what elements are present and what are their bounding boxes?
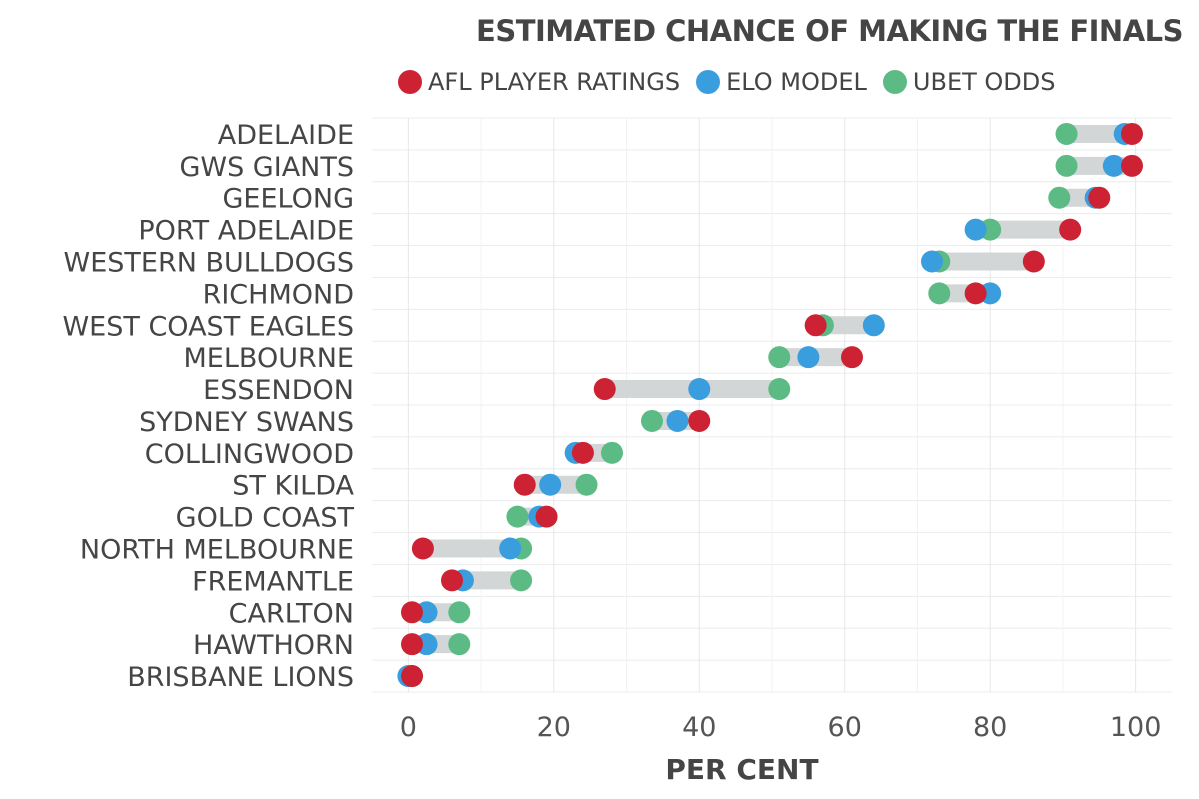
point-afl-player-ratings-north-melbourne xyxy=(411,537,434,560)
category-label: RICHMOND xyxy=(203,279,354,310)
point-ubet-odds-carlton xyxy=(448,601,471,624)
category-label: NORTH MELBOURNE xyxy=(80,535,354,566)
legend-item-elo-model: ELO MODEL xyxy=(696,68,867,96)
category-label: SYDNEY SWANS xyxy=(139,407,354,438)
x-tick-label: 80 xyxy=(973,712,1007,743)
category-label: GEELONG xyxy=(223,184,355,215)
point-ubet-odds-gold-coast xyxy=(506,505,529,528)
point-afl-player-ratings-carlton xyxy=(401,601,423,624)
point-afl-player-ratings-gold-coast xyxy=(535,505,558,528)
category-label: PORT ADELAIDE xyxy=(138,216,354,247)
chart-title: ESTIMATED CHANCE OF MAKING THE FINALS xyxy=(476,14,1183,48)
point-afl-player-ratings-st-kilda xyxy=(513,473,536,496)
category-label: CARLTON xyxy=(229,598,354,629)
category-label: HAWTHORN xyxy=(193,630,354,661)
point-afl-player-ratings-west-coast-eagles xyxy=(804,314,827,337)
legend-swatch-ubet xyxy=(882,70,907,94)
x-axis-title: PER CENT xyxy=(665,753,818,786)
category-label: COLLINGWOOD xyxy=(145,439,354,470)
point-elo-model-melbourne xyxy=(797,346,820,369)
point-afl-player-ratings-brisbane-lions xyxy=(401,665,423,688)
point-ubet-odds-hawthorn xyxy=(448,633,471,656)
x-tick-label: 0 xyxy=(400,712,417,743)
point-afl-player-ratings-richmond xyxy=(964,282,987,305)
legend-label-elo: ELO MODEL xyxy=(726,68,867,96)
point-elo-model-gws-giants xyxy=(1102,154,1125,177)
category-label: GOLD COAST xyxy=(176,503,355,534)
data-points xyxy=(397,122,1143,688)
point-elo-model-north-melbourne xyxy=(499,537,522,560)
point-ubet-odds-melbourne xyxy=(768,346,791,369)
point-ubet-odds-richmond xyxy=(928,282,951,305)
x-tick-label: 100 xyxy=(1110,712,1162,743)
category-label: GWS GIANTS xyxy=(179,152,354,183)
x-tick-label: 20 xyxy=(537,712,571,743)
category-label: WESTERN BULLDOGS xyxy=(64,248,354,279)
category-label: ESSENDON xyxy=(203,375,354,406)
point-elo-model-west-coast-eagles xyxy=(862,314,885,337)
point-afl-player-ratings-hawthorn xyxy=(401,633,423,656)
grid xyxy=(372,117,1172,693)
point-ubet-odds-sydney-swans xyxy=(641,409,663,432)
point-afl-player-ratings-essendon xyxy=(593,378,616,401)
point-ubet-odds-st-kilda xyxy=(575,473,598,496)
point-ubet-odds-fremantle xyxy=(510,569,533,592)
legend-label-afl: AFL PLAYER RATINGS xyxy=(428,68,681,96)
legend-item-ubet-odds: UBET ODDS xyxy=(882,68,1056,96)
legend-label-ubet: UBET ODDS xyxy=(912,68,1056,96)
point-afl-player-ratings-adelaide xyxy=(1121,122,1143,145)
point-elo-model-western-bulldogs xyxy=(921,250,943,273)
category-label: FREMANTLE xyxy=(192,566,354,597)
point-afl-player-ratings-port-adelaide xyxy=(1059,218,1082,241)
point-afl-player-ratings-gws-giants xyxy=(1121,154,1143,177)
legend-swatch-afl xyxy=(398,70,422,94)
category-label: MELBOURNE xyxy=(184,343,354,374)
legend: AFL PLAYER RATINGS ELO MODEL UBET ODDS xyxy=(398,68,1055,96)
legend-swatch-elo xyxy=(696,70,721,94)
category-label: WEST COAST EAGLES xyxy=(62,311,354,342)
point-afl-player-ratings-melbourne xyxy=(841,346,863,369)
category-label: ST KILDA xyxy=(232,471,354,502)
point-afl-player-ratings-fremantle xyxy=(441,569,463,592)
category-label: BRISBANE LIONS xyxy=(127,662,354,693)
point-ubet-odds-collingwood xyxy=(601,441,623,464)
point-elo-model-port-adelaide xyxy=(964,218,987,241)
point-ubet-odds-adelaide xyxy=(1055,122,1078,145)
point-elo-model-sydney-swans xyxy=(666,409,689,432)
legend-item-afl-player-ratings: AFL PLAYER RATINGS xyxy=(398,68,680,96)
x-tick-label: 40 xyxy=(682,712,716,743)
x-tick-label: 60 xyxy=(828,712,862,743)
point-ubet-odds-gws-giants xyxy=(1055,154,1078,177)
point-elo-model-essendon xyxy=(688,378,711,401)
category-label: ADELAIDE xyxy=(218,120,354,151)
point-afl-player-ratings-geelong xyxy=(1088,186,1111,209)
point-afl-player-ratings-sydney-swans xyxy=(688,409,711,432)
point-afl-player-ratings-western-bulldogs xyxy=(1022,250,1045,273)
point-elo-model-st-kilda xyxy=(539,473,562,496)
point-afl-player-ratings-collingwood xyxy=(571,441,594,464)
point-ubet-odds-essendon xyxy=(768,378,791,401)
point-ubet-odds-geelong xyxy=(1048,186,1071,209)
